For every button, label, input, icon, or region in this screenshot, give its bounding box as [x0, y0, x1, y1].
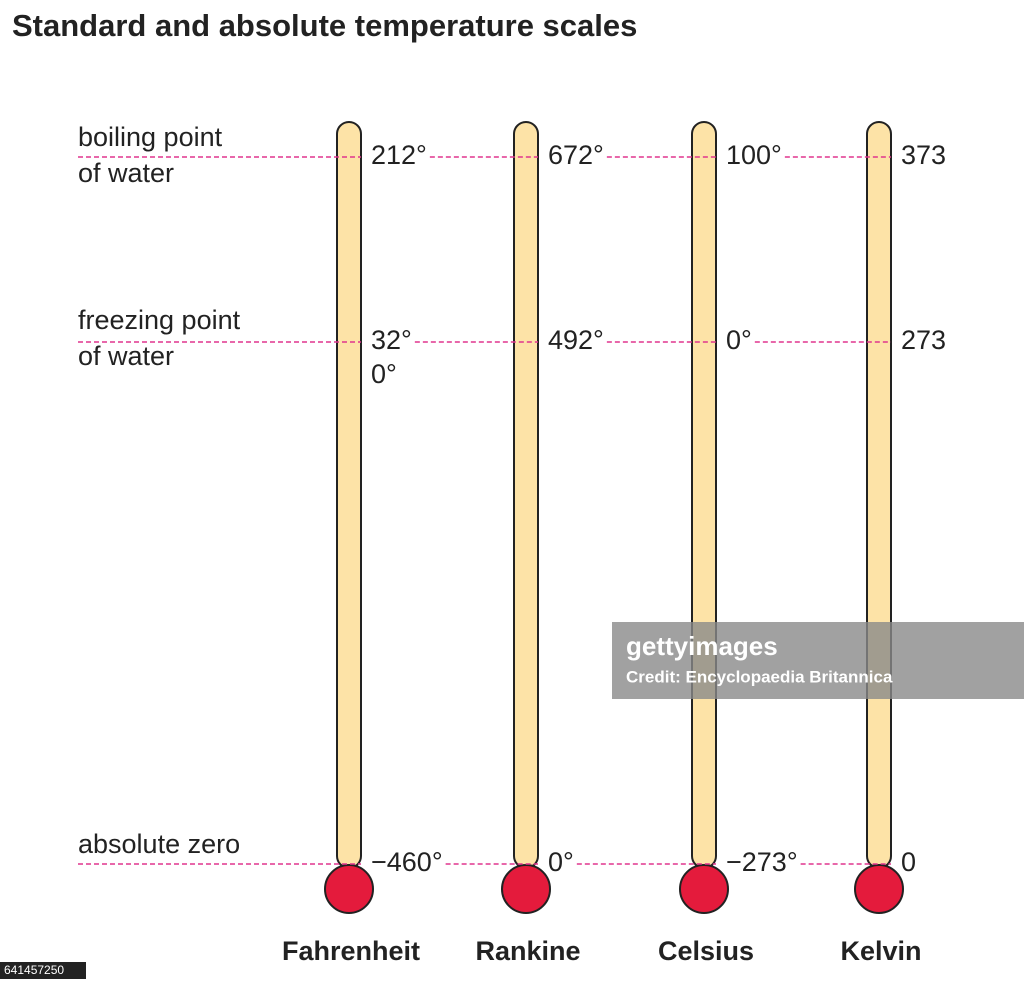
- reference-label: of water: [78, 158, 174, 188]
- scale-label: −273°: [726, 847, 798, 877]
- reference-label: absolute zero: [78, 829, 240, 859]
- reference-label: of water: [78, 341, 174, 371]
- bulb: [679, 864, 729, 914]
- scale-name: Fahrenheit: [282, 936, 420, 966]
- id-band: [0, 962, 86, 979]
- reference-label: freezing point: [78, 305, 241, 335]
- scale-label: 0°: [371, 359, 397, 389]
- tube: [336, 121, 362, 869]
- tube: [866, 121, 892, 869]
- bulb: [501, 864, 551, 914]
- scale-label: 212°: [371, 140, 427, 170]
- scale-label: 0°: [548, 847, 574, 877]
- scale-label: 492°: [548, 325, 604, 355]
- scale-label: 0: [901, 847, 916, 877]
- bulb: [324, 864, 374, 914]
- watermark-credit: Credit: Encyclopaedia Britannica: [626, 667, 893, 686]
- scale-label: 0°: [726, 325, 752, 355]
- scale-label: 32°: [371, 325, 412, 355]
- scale-name: Kelvin: [840, 936, 921, 966]
- scale-label: −460°: [371, 847, 443, 877]
- scale-label: 100°: [726, 140, 782, 170]
- labels: boiling point of water freezing point of wa…: [78, 122, 946, 966]
- scale-name: Rankine: [475, 936, 580, 966]
- watermark: gettyimages Credit: Encyclopaedia Britan…: [0, 622, 1024, 979]
- scale-label: 672°: [548, 140, 604, 170]
- scale-label: 373: [901, 140, 946, 170]
- tube: [513, 121, 539, 869]
- title: Standard and absolute temperature scales: [12, 8, 637, 43]
- scale-name: Celsius: [658, 936, 754, 966]
- reference-label: boiling point: [78, 122, 223, 152]
- thermometers: [324, 121, 904, 914]
- watermark-band: [612, 622, 1024, 699]
- image-id: 641457250: [4, 963, 64, 977]
- bulb: [854, 864, 904, 914]
- tube: [691, 121, 717, 869]
- scale-label: 273: [901, 325, 946, 355]
- watermark-brand: gettyimages: [626, 631, 778, 661]
